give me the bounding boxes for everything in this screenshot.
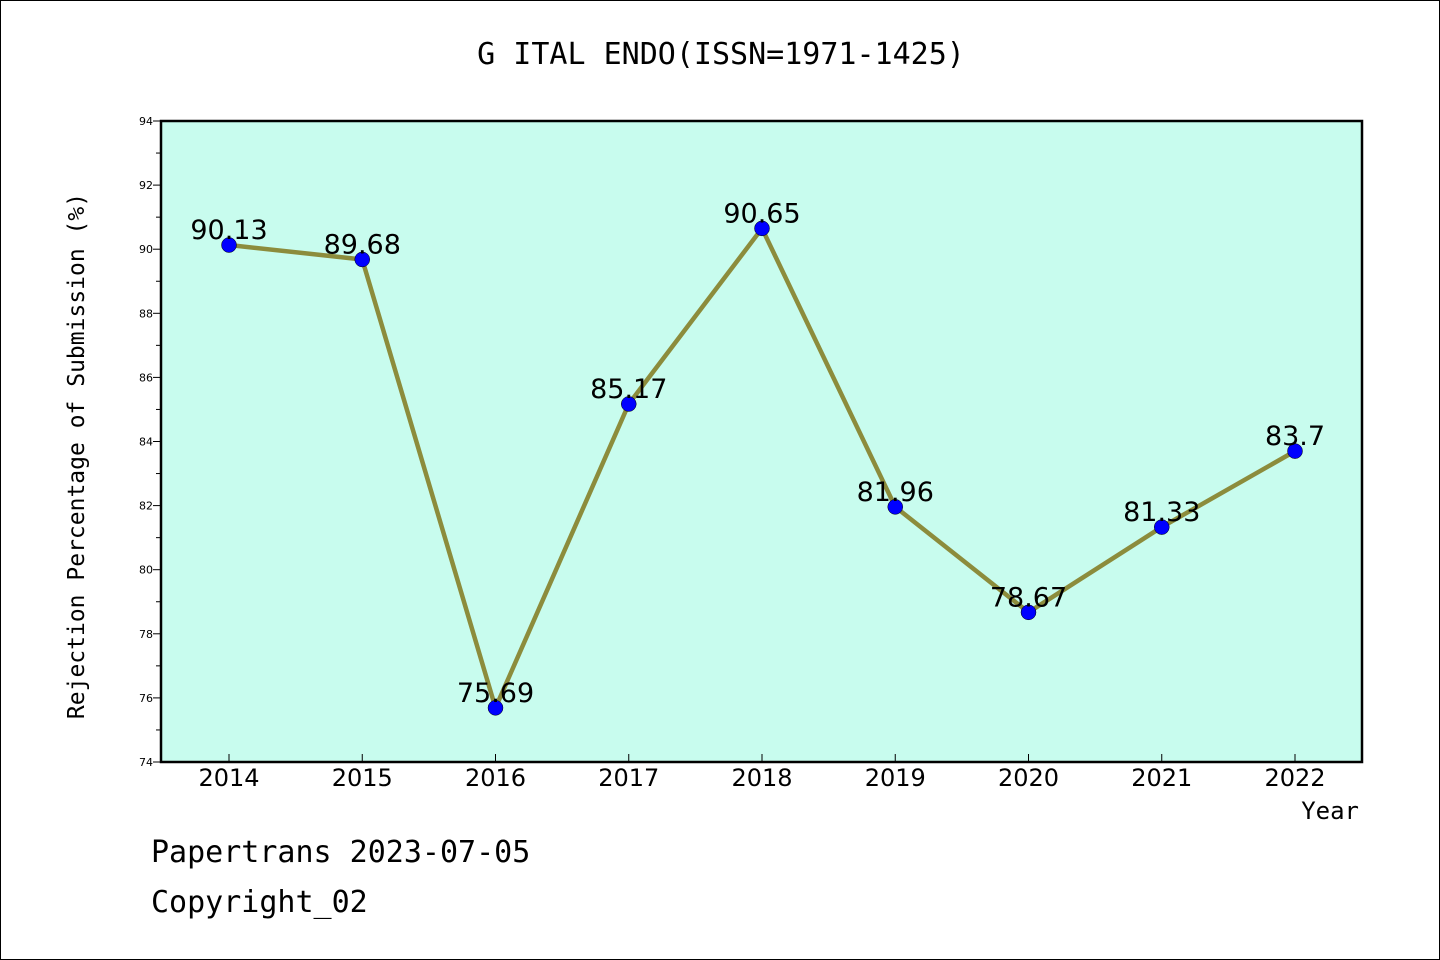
y-tick-label: 76 [139, 692, 153, 705]
data-label-2018: 90.65 [723, 198, 800, 229]
y-tick-label: 88 [139, 307, 153, 320]
plot-frame [159, 119, 1364, 764]
data-point-2021 [1154, 519, 1170, 535]
data-label-2015: 89.68 [324, 229, 401, 260]
data-label-2021: 81.33 [1123, 497, 1200, 528]
y-tick-label: 78 [139, 628, 153, 641]
x-tick-label: 2014 [198, 764, 259, 792]
x-tick-label: 2016 [465, 764, 526, 792]
x-tick-label: 2021 [1131, 764, 1192, 792]
data-point-2018 [754, 220, 770, 237]
y-tick-label: 94 [139, 115, 153, 128]
data-label-2022: 83.7 [1265, 421, 1325, 452]
y-tick-label: 84 [139, 436, 153, 449]
x-tick-label: 2019 [865, 764, 926, 792]
data-point-2016 [487, 700, 504, 716]
y-tick-label: 74 [139, 756, 153, 769]
data-label-2020: 78.67 [990, 582, 1067, 613]
data-label-2019: 81.96 [857, 477, 934, 508]
x-tick-label: 2017 [598, 764, 659, 792]
data-point-2022 [1287, 443, 1303, 459]
x-axis-label: Year [1301, 797, 1359, 825]
footer-copyright: Copyright_02 [151, 885, 368, 920]
data-label-2017: 85.17 [590, 374, 667, 405]
x-tick-label: 2018 [731, 764, 792, 792]
y-tick-label: 92 [139, 179, 153, 192]
chart-title: G ITAL ENDO(ISSN=1971-1425) [477, 37, 965, 72]
y-tick-label: 90 [139, 243, 153, 256]
data-label-2016: 75.69 [457, 678, 534, 709]
y-axis-label: Rejection Percentage of Submission (%) [64, 192, 90, 720]
footer-date: Papertrans 2023-07-05 [151, 835, 531, 870]
y-tick-label: 82 [139, 500, 153, 513]
data-point-2017 [621, 396, 637, 412]
x-tick-label: 2022 [1264, 764, 1325, 792]
y-tick-label: 80 [139, 564, 153, 577]
data-label-2014: 90.13 [190, 215, 267, 246]
x-tick-label: 2015 [332, 764, 393, 792]
data-point-2019 [887, 499, 903, 515]
x-tick-label: 2020 [998, 764, 1059, 792]
data-point-2015 [354, 251, 370, 268]
data-point-2014 [221, 237, 237, 253]
y-tick-label: 86 [139, 371, 153, 384]
data-point-2020 [1020, 604, 1037, 621]
